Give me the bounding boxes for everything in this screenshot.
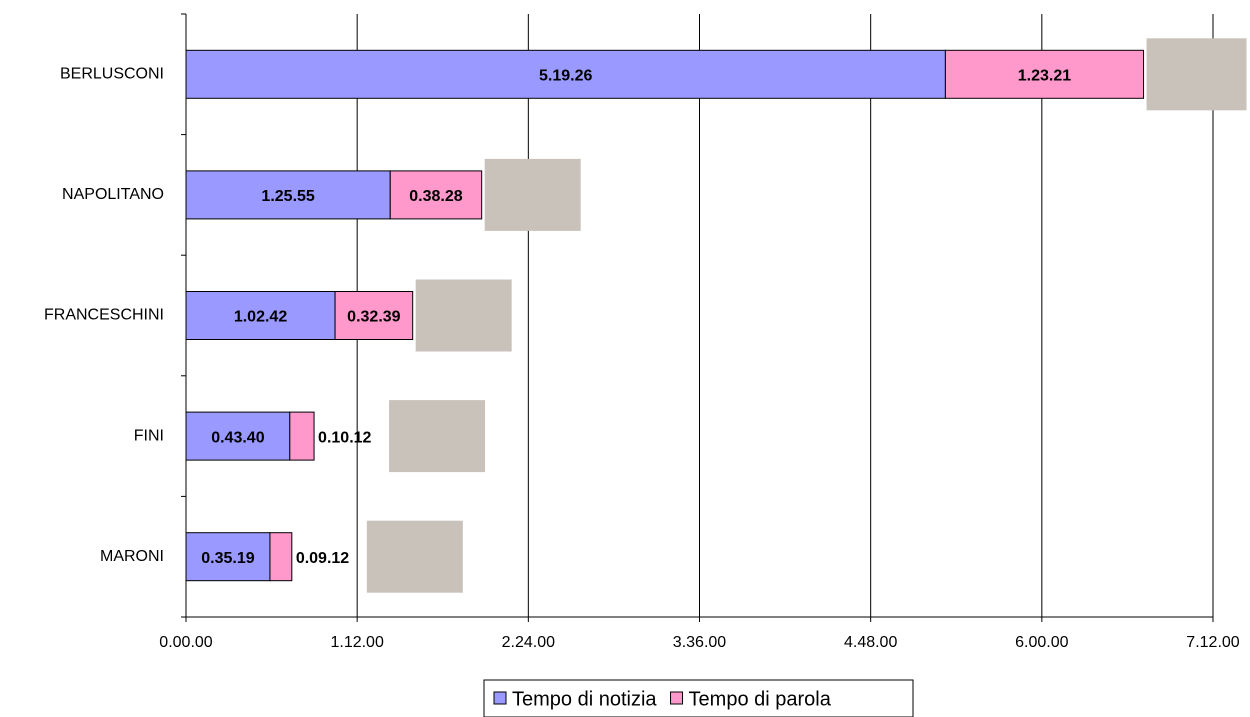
x-tick-label: 6.00.00 [1015, 634, 1068, 651]
value-label: 0.38.28 [409, 188, 462, 205]
x-tick-label: 1.12.00 [330, 634, 383, 651]
value-label: 0.09.12 [296, 550, 349, 567]
bar-segment [185, 532, 271, 582]
value-label: 1.25.55 [261, 188, 314, 205]
legend-label: Tempo di parola [689, 688, 832, 710]
y-tick-label: MARONI [100, 548, 164, 565]
bar-segment [185, 49, 946, 99]
legend-box [483, 679, 914, 717]
bar-segment [389, 170, 483, 220]
bar-segment [185, 411, 291, 461]
bar-segment [269, 532, 293, 582]
legend-label: Tempo di notizia [512, 688, 657, 710]
photo [366, 520, 463, 593]
y-tick-label: FINI [134, 427, 164, 444]
value-label: 1.02.42 [234, 309, 287, 326]
photo [484, 158, 581, 231]
value-label: 0.10.12 [318, 429, 371, 446]
bar-segment [185, 291, 336, 340]
x-tick-label: 7.12.00 [1186, 634, 1239, 651]
y-tick-label: FRANCESCHINI [44, 307, 164, 324]
value-label: 0.43.40 [211, 429, 264, 446]
x-tick-label: 4.48.00 [844, 634, 897, 651]
x-tick-label: 0.00.00 [159, 634, 212, 651]
value-label: 0.35.19 [201, 550, 254, 567]
bar-segment [289, 411, 315, 461]
photo [389, 400, 486, 473]
bar-segment [334, 291, 414, 340]
y-tick-label: NAPOLITANO [62, 186, 164, 203]
photo [415, 279, 512, 352]
photo [1146, 38, 1247, 111]
value-label: 5.19.26 [539, 68, 592, 85]
bar-segment [944, 49, 1145, 99]
value-label: 1.23.21 [1018, 68, 1071, 85]
value-label: 0.32.39 [347, 309, 400, 326]
y-tick-label: BERLUSCONI [60, 66, 164, 83]
x-tick-label: 2.24.00 [502, 634, 555, 651]
x-tick-label: 3.36.00 [673, 634, 726, 651]
legend-swatch [670, 691, 684, 705]
legend-swatch [493, 691, 507, 705]
bar-segment [185, 170, 391, 220]
